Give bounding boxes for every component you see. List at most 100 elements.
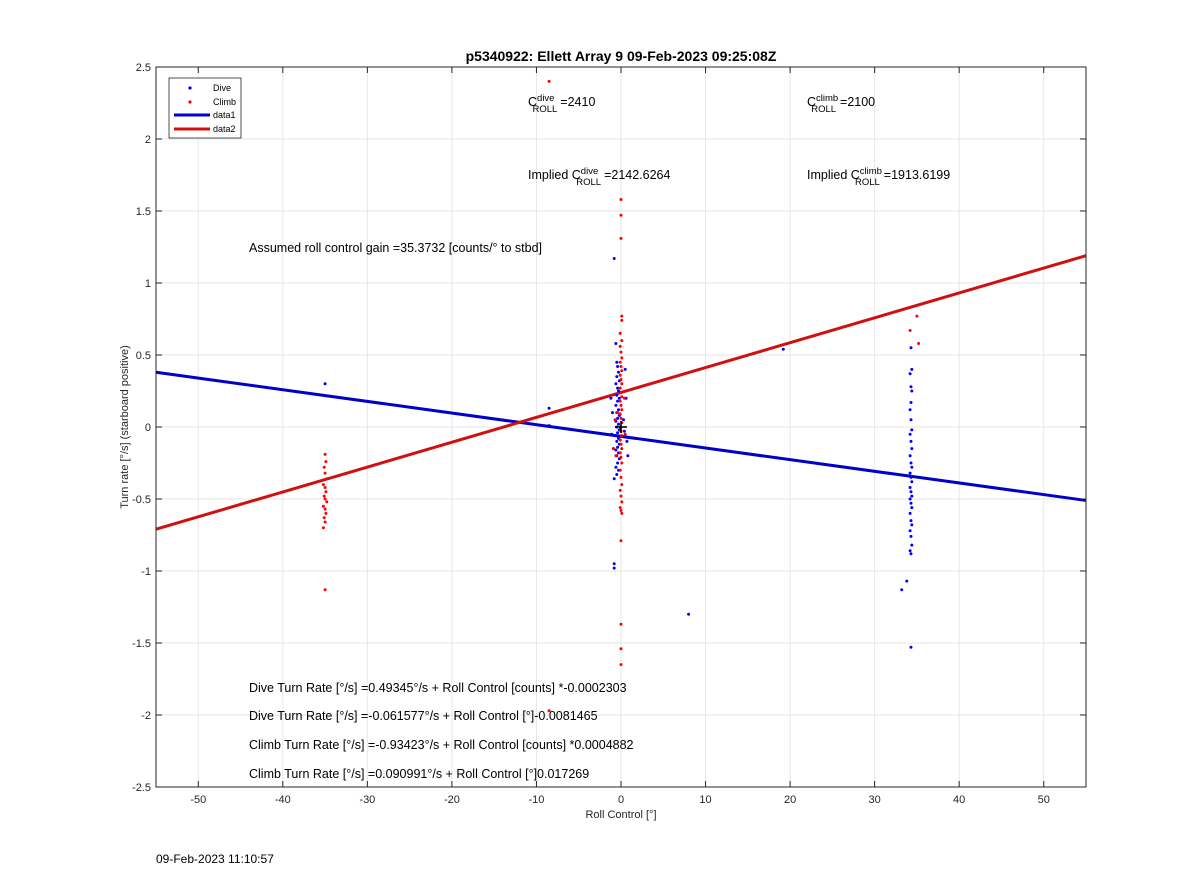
climb-point [547,79,551,83]
climb-point [620,369,624,373]
climb-point [619,647,623,651]
dive-point [909,645,913,649]
dive-point [616,365,620,368]
climb-point [618,438,622,442]
climb-point [619,365,623,368]
dive-point [623,367,627,371]
climb-point [324,511,328,515]
implied-dive-annotation: Implied Cdive ROLL=2142.6264 [528,166,670,188]
climb-point [618,386,622,390]
dive-point [622,429,626,433]
y-tick-label: -0.5 [132,494,151,506]
climb-point [619,403,623,407]
legend-data1-label: data1 [213,110,236,120]
climb-point [619,390,623,394]
dive-point [615,393,619,397]
dive-point [910,543,914,547]
y-tick-label: 2.5 [136,62,151,74]
dive-point [687,612,691,616]
climb-point [620,395,624,399]
implied-climb-annotation: Implied Cclimb ROLL=1913.6199 [807,166,950,188]
dive-point [909,552,913,556]
origin-marker [615,421,627,433]
y-tick-label: -1.5 [132,638,151,650]
climb-point [619,622,623,626]
chart-title: p5340922: Ellett Array 9 09-Feb-2023 09:… [466,48,777,64]
climb-point [619,236,623,240]
climb-point [324,460,328,464]
climb-point [620,339,624,343]
dive-point [910,447,914,451]
climb-point [618,451,622,455]
dive-point [614,382,618,386]
climb-point [620,461,624,465]
legend: Dive Climb data1 data2 [168,77,242,139]
climb-point [323,452,327,456]
legend-dive-marker [188,86,192,90]
dive-point [612,562,616,566]
climb-point [321,526,325,530]
climb-point [325,500,329,504]
dive-point [910,428,914,432]
climb-point [908,329,912,332]
y-tick-label: 1 [145,278,151,290]
dive-point [908,511,912,515]
climb-point [619,442,623,446]
climb-point [618,373,622,377]
climb-point [620,434,624,438]
dive-point [908,408,912,412]
x-tick-label: -20 [444,794,460,806]
dive-point [617,389,620,393]
x-tick-label: 50 [1038,794,1050,806]
climb-point [323,520,327,524]
dive-equation-degrees: Dive Turn Rate [°/s] =-0.061577°/s + Rol… [249,709,598,723]
climb-point [322,494,326,498]
climb-point [619,213,623,217]
x-tick-label: 10 [699,794,711,806]
dive-point [616,416,620,420]
y-ticks: -2.5 -2 -1.5 -1 -0.5 0 0.5 1 1.5 2 2.5 [132,62,1086,794]
climb-point [618,412,622,416]
dive-point [910,506,914,510]
climb-point [620,314,624,318]
dive-point [909,490,913,494]
dive-point [908,471,912,475]
y-tick-label: 1.5 [136,206,151,218]
dive-point [614,448,618,452]
climb-point [917,342,921,345]
y-axis-label: Turn rate [°/s] (starboard positive) [119,345,131,509]
climb-point [620,356,624,360]
dive-point [615,360,619,364]
climb-point [324,490,328,494]
dive-point [614,465,618,469]
dive-point [908,432,912,436]
climb-point [618,399,622,403]
climb-point [323,471,327,475]
climb-equation-counts: Climb Turn Rate [°/s] =-0.93423°/s + Rol… [249,738,634,752]
climb-point [325,477,329,481]
data-points [321,79,921,713]
dive-equation-counts: Dive Turn Rate [°/s] =0.49345°/s + Roll … [249,681,627,695]
dive-point [910,367,914,371]
climb-point [620,511,624,515]
y-tick-label: -2 [141,710,151,722]
dive-point [909,439,913,443]
climb-point [619,455,623,459]
dive-point [622,418,625,422]
climb-point [616,411,620,415]
climb-point [619,475,623,479]
dive-point [908,497,912,501]
dive-point [909,418,913,422]
dive-point [910,465,914,469]
x-tick-label: -50 [190,794,206,806]
y-tick-label: 0 [145,422,151,434]
y-tick-label: -2.5 [132,782,151,794]
dive-point [909,501,913,505]
print-timestamp: 09-Feb-2023 11:10:57 [156,852,274,866]
dive-point [616,431,620,435]
dive-point [617,422,620,426]
dive-point [909,346,913,350]
x-tick-label: 0 [618,794,624,806]
legend-climb-label: Climb [213,97,236,107]
